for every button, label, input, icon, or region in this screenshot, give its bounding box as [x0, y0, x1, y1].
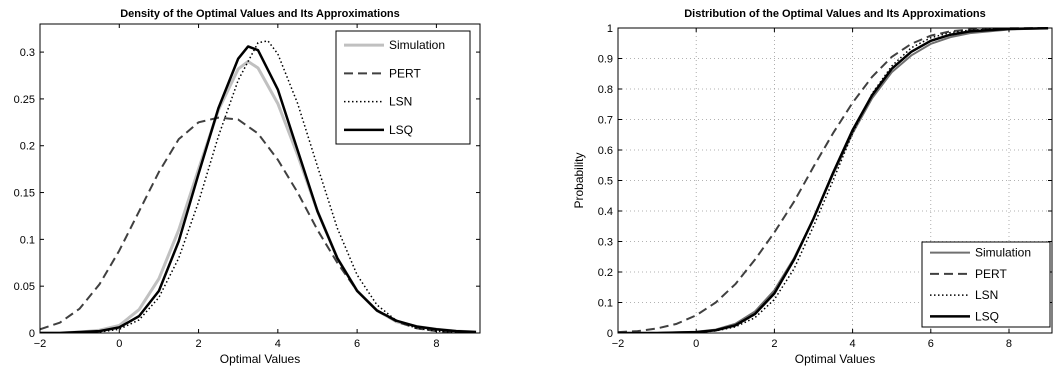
y-tick-label: 0.9: [598, 54, 613, 66]
x-tick-label: 2: [771, 338, 777, 350]
legend-label-simulation: Simulation: [975, 246, 1031, 260]
series-line-lsq: [618, 27, 1049, 333]
x-tick-label: −2: [612, 338, 625, 350]
plot-frame: [39, 23, 481, 334]
legend-label-pert: PERT: [975, 267, 1007, 281]
legend-label-lsq: LSQ: [975, 309, 999, 323]
y-tick-label: 0: [607, 328, 613, 340]
x-tick-label: 0: [116, 338, 122, 350]
chart-title: Density of the Optimal Values and Its Ap…: [120, 8, 400, 20]
y-tick-label: 0.7: [598, 115, 613, 127]
y-tick-label: 0.2: [20, 141, 35, 153]
legend-label-lsn: LSN: [975, 288, 998, 302]
x-tick-label: 2: [195, 338, 201, 350]
y-tick-label: 0.2: [598, 267, 613, 279]
y-tick-label: 0.3: [20, 47, 35, 59]
y-tick-label: 0.4: [598, 206, 613, 218]
y-tick-label: 1: [607, 23, 613, 35]
series-line-lsn: [40, 40, 477, 333]
series-line-pert: [40, 116, 477, 333]
x-tick-label: 4: [275, 338, 281, 350]
series-line-lsq: [40, 45, 477, 333]
x-tick-label: 4: [850, 338, 856, 350]
y-axis-label: Probability: [572, 152, 586, 208]
y-tick-label: 0: [29, 328, 35, 340]
x-tick-label: 6: [928, 338, 934, 350]
y-tick-label: 0.25: [14, 94, 35, 106]
x-axis-label: Optimal Values: [220, 352, 300, 366]
legend-box: [335, 30, 471, 145]
series-line-pert: [618, 27, 1049, 333]
legend: Simulation PERT LSN LSQ: [335, 30, 471, 145]
chart-title: Distribution of the Optimal Values and I…: [684, 8, 986, 20]
y-tick-label: 0.15: [14, 188, 35, 200]
y-tick-label: 0.5: [598, 176, 613, 188]
x-tick-label: −2: [34, 338, 47, 350]
x-tick-label: 6: [354, 338, 360, 350]
y-tick-label: 0.6: [598, 145, 613, 157]
chart-distribution: −2 0 2 4 6 800.10.20.30.40.50.60.70.80.91Dist…: [572, 8, 1053, 366]
x-tick-label: 8: [1006, 338, 1012, 350]
y-tick-label: 0.1: [20, 234, 35, 246]
x-axis-label: Optimal Values: [795, 352, 875, 366]
legend-label-lsq: LSQ: [389, 123, 413, 137]
x-tick-label: 8: [433, 338, 439, 350]
legend: Simulation PERT LSN LSQ: [921, 241, 1051, 328]
y-tick-label: 0.1: [598, 298, 613, 310]
legend-label-lsn: LSN: [389, 95, 412, 109]
legend-label-pert: PERT: [389, 66, 421, 80]
y-tick-label: 0.8: [598, 84, 613, 96]
legend-label-simulation: Simulation: [389, 38, 445, 52]
legend-box: [921, 241, 1051, 328]
series-line-lsn: [618, 27, 1049, 333]
y-tick-label: 0.3: [598, 237, 613, 249]
y-tick-label: 0.05: [14, 281, 35, 293]
x-tick-label: 0: [693, 338, 699, 350]
